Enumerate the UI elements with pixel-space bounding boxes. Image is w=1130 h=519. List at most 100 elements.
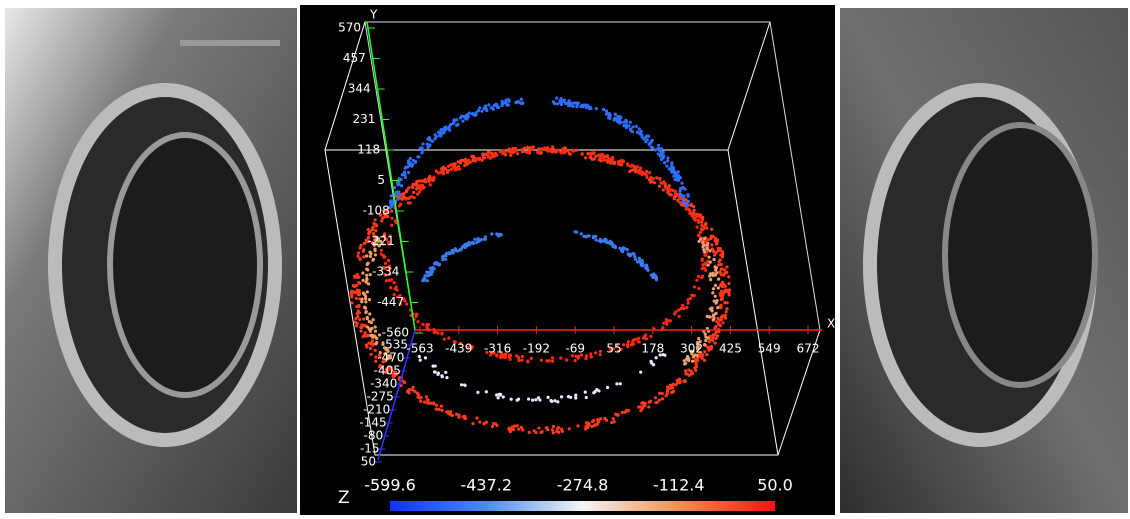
- point: [704, 339, 707, 342]
- right-photo: [840, 8, 1128, 513]
- point: [617, 161, 620, 164]
- point: [612, 417, 615, 420]
- point: [645, 176, 648, 179]
- point: [434, 364, 437, 367]
- x-tick-label: -439: [445, 342, 472, 356]
- point: [701, 275, 704, 278]
- point: [430, 273, 433, 276]
- point: [707, 263, 710, 266]
- point: [353, 276, 356, 279]
- point: [356, 255, 359, 258]
- point: [710, 243, 713, 246]
- point: [439, 134, 442, 137]
- point: [716, 306, 719, 309]
- point: [362, 255, 365, 258]
- point: [676, 381, 679, 384]
- point: [712, 287, 715, 290]
- point: [625, 124, 628, 127]
- point: [617, 119, 620, 122]
- point: [372, 318, 375, 321]
- point: [409, 157, 412, 160]
- point: [373, 349, 376, 352]
- point: [629, 165, 632, 168]
- point: [585, 354, 588, 357]
- point: [565, 358, 568, 361]
- point: [499, 393, 502, 396]
- point: [483, 156, 486, 159]
- x-axis-label: X: [827, 317, 835, 331]
- point: [436, 373, 439, 376]
- point: [648, 401, 651, 404]
- point: [580, 232, 583, 235]
- point: [705, 353, 708, 356]
- point: [517, 427, 520, 430]
- point: [473, 238, 476, 241]
- point: [501, 102, 504, 105]
- point: [712, 258, 715, 261]
- point: [369, 255, 372, 258]
- point: [706, 315, 709, 318]
- point: [715, 337, 718, 340]
- point: [627, 252, 630, 255]
- point: [683, 362, 686, 365]
- y-tick-label: -108: [363, 204, 390, 218]
- point: [365, 274, 368, 277]
- point: [670, 391, 673, 394]
- point: [517, 356, 520, 359]
- point: [555, 430, 558, 433]
- y-tick-label: 457: [343, 51, 366, 65]
- point: [631, 130, 634, 133]
- x-tick-label: 55: [606, 342, 621, 356]
- point: [626, 345, 629, 348]
- point: [712, 314, 715, 317]
- point: [362, 335, 365, 338]
- point: [586, 426, 589, 429]
- point: [521, 428, 524, 431]
- point: [661, 156, 664, 159]
- point: [674, 192, 677, 195]
- point: [717, 323, 720, 326]
- point: [365, 277, 368, 280]
- point: [405, 197, 408, 200]
- point: [687, 301, 690, 304]
- left-photo: [5, 8, 297, 513]
- point: [430, 270, 433, 273]
- point: [722, 274, 725, 277]
- point: [577, 102, 580, 105]
- y-tick-label: -447: [377, 295, 404, 309]
- point: [649, 335, 652, 338]
- point: [520, 359, 523, 362]
- point: [509, 148, 512, 151]
- point: [719, 284, 722, 287]
- point: [693, 209, 696, 212]
- point: [368, 312, 371, 315]
- point: [366, 268, 369, 271]
- point: [728, 288, 731, 291]
- point: [510, 398, 513, 401]
- point: [378, 333, 381, 336]
- point: [361, 271, 364, 274]
- point: [416, 392, 419, 395]
- point: [374, 325, 377, 328]
- z-tick-label: 50: [361, 455, 376, 469]
- point: [362, 317, 365, 320]
- point: [672, 383, 675, 386]
- point: [701, 245, 704, 248]
- point: [421, 323, 424, 326]
- point: [418, 191, 421, 194]
- point: [707, 255, 710, 258]
- point: [456, 123, 459, 126]
- point: [415, 315, 418, 318]
- point: [560, 395, 563, 398]
- point: [709, 278, 712, 281]
- point: [390, 217, 393, 220]
- point: [721, 321, 724, 324]
- point: [448, 129, 451, 132]
- point: [693, 285, 696, 288]
- point: [374, 218, 377, 221]
- point: [460, 383, 463, 386]
- point: [404, 166, 407, 169]
- point: [704, 332, 707, 335]
- point: [551, 145, 554, 148]
- point: [686, 298, 689, 301]
